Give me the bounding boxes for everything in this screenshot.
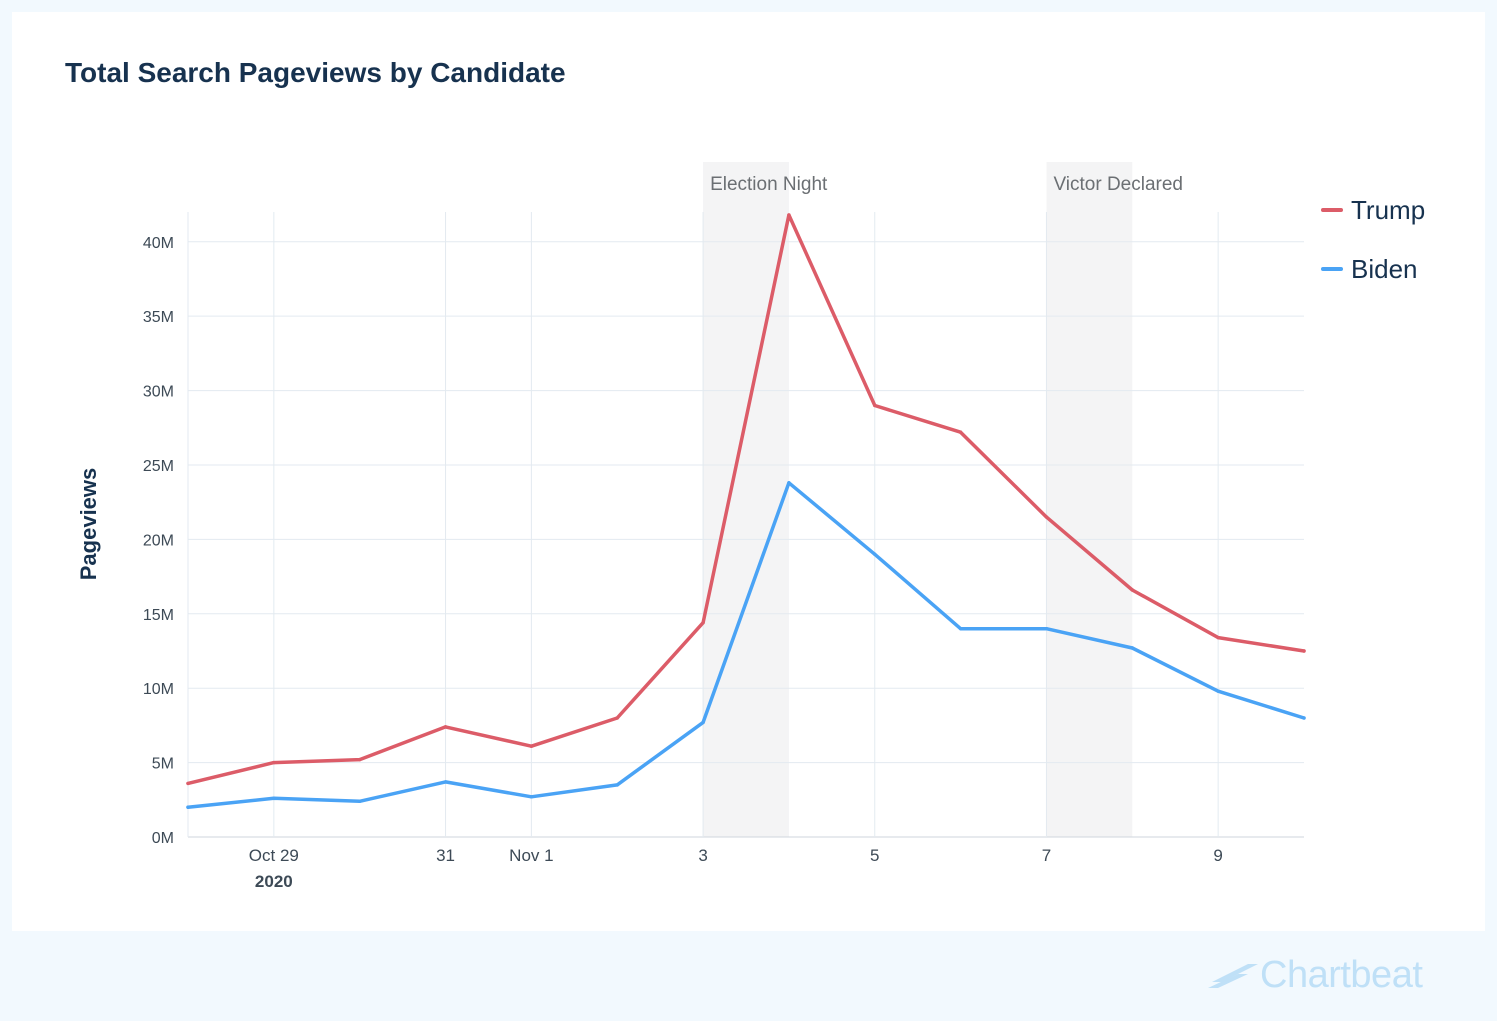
data-point-trump [272,760,276,765]
chart-title: Total Search Pageviews by Candidate [65,57,566,88]
chartbeat-logo: Chartbeat [1208,950,1423,1000]
data-point-biden [443,780,448,784]
legend: Trump Biden [1321,195,1425,284]
chart-card: Total Search Pageviews by Candidate Elec… [12,12,1485,931]
series-line-trump [186,213,1306,786]
data-point-trump [1216,635,1220,640]
annotation-band-0 [703,162,789,837]
data-point-biden [701,720,705,725]
data-point-biden [1216,689,1220,693]
data-point-biden [873,552,877,556]
x-tick-year: 2020 [255,872,293,891]
data-point-trump [357,757,362,762]
annotation-bands: Election Night Victor Declared [703,162,1183,837]
data-point-biden [1130,646,1135,650]
annotation-label-1: Victor Declared [1053,174,1183,195]
y-axis-label: Pageviews [76,468,101,581]
annotation-band-1 [1046,162,1133,837]
y-tick-label: 40M [143,235,174,252]
x-tick-label: Nov 1 [509,846,553,865]
data-point-trump [443,725,448,729]
data-point-biden [787,481,791,485]
data-point-trump [615,716,619,720]
data-point-trump [701,621,705,625]
y-tick-label: 20M [143,532,174,549]
y-tick-label: 15M [143,607,174,624]
y-tick-label: 35M [143,309,174,326]
y-tick-label: 5M [152,756,174,773]
data-point-trump [186,781,190,786]
data-point-biden [186,805,190,809]
data-point-trump [958,430,963,434]
data-point-trump [787,213,791,217]
y-tick-label: 10M [143,681,174,698]
y-axis: 0M 5M 10M 15M 20M 25M 30M 35M 40M [143,235,174,847]
data-point-biden [958,626,963,631]
x-tick-label: 31 [436,846,455,865]
data-point-trump [1044,515,1049,519]
annotation-label-0: Election Night [710,174,828,195]
legend-label-biden: Biden [1351,254,1418,284]
data-point-biden [1044,626,1049,631]
y-tick-label: 0M [152,830,174,847]
y-tick-label: 30M [143,384,174,401]
data-point-trump [529,744,534,748]
x-axis: Oct 29 2020 31 Nov 1 3 5 7 9 [249,846,1223,891]
x-tick-label: 3 [698,846,707,865]
grid-lines [187,212,1304,838]
chart: Total Search Pageviews by Candidate Elec… [65,57,1425,891]
data-point-biden [529,795,534,799]
y-tick-label: 25M [143,458,174,475]
x-tick-label: Oct 29 [249,846,299,865]
x-tick-label: 5 [870,846,879,865]
data-point-biden [272,796,276,801]
x-tick-label: 9 [1213,846,1222,865]
data-point-biden [615,783,619,787]
brand-name: Chartbeat [1260,953,1423,996]
x-tick-label: 7 [1042,846,1051,865]
chartbeat-swoosh-icon [1208,964,1258,988]
series-lines [186,213,1306,809]
data-point-biden [357,799,362,803]
legend-label-trump: Trump [1351,195,1425,225]
data-point-trump [873,403,877,408]
data-point-trump [1302,649,1306,653]
series-line-biden [186,481,1306,809]
data-point-trump [1130,588,1135,592]
data-point-biden [1302,716,1306,720]
